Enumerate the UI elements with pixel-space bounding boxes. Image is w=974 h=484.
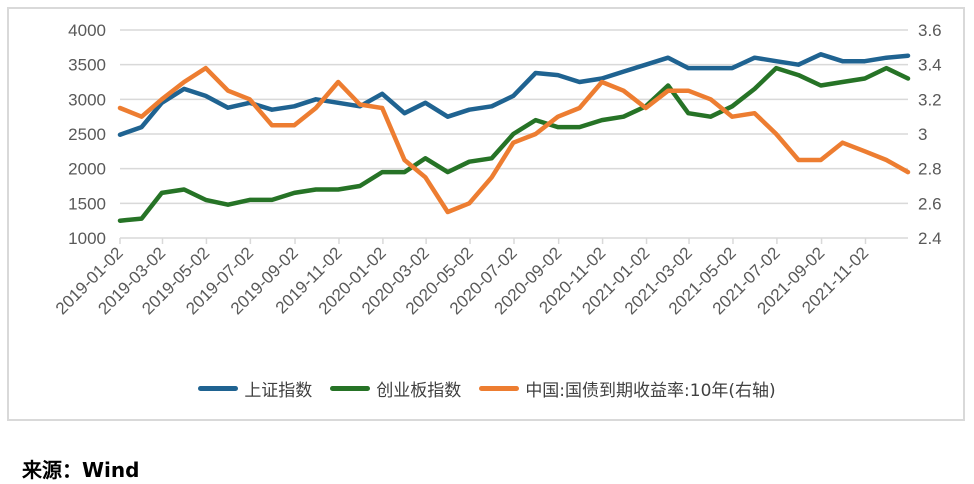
series-line-1 — [117, 65, 911, 223]
legend-label: 创业板指数 — [376, 381, 462, 401]
chart-frame — [7, 7, 965, 421]
legend: 上证指数 创业板指数 中国:国债到期收益率:10年(右轴) — [0, 376, 974, 401]
series-line-2 — [117, 65, 911, 215]
y-right-tick-label: 2.6 — [918, 194, 942, 213]
legend-item-sse: 上证指数 — [198, 376, 312, 401]
legend-swatch — [479, 386, 520, 391]
series-line-0 — [117, 52, 911, 137]
y-right-tick-label: 3.4 — [918, 56, 942, 75]
y-left-tick-label: 4000 — [68, 21, 106, 40]
y-right-tick-label: 2.8 — [918, 160, 942, 179]
y-left-tick-label: 1000 — [68, 229, 106, 248]
y-left-tick-label: 2500 — [68, 125, 106, 144]
legend-item-yield: 中国:国债到期收益率:10年(右轴) — [479, 376, 776, 401]
line-chart: 1000 1500 2000 2500 3000 3500 4000 2.4 2.6 2.8 3 3.… — [52, 21, 942, 318]
legend-swatch — [198, 386, 239, 391]
source-note: 来源：Wind — [22, 458, 140, 482]
legend-item-chinext: 创业板指数 — [330, 376, 461, 401]
y-right-tick-label: 3.2 — [918, 90, 942, 109]
y-right-tick-label: 3 — [918, 125, 927, 144]
legend-label: 上证指数 — [244, 381, 313, 401]
y-left-tick-label: 1500 — [68, 194, 106, 213]
y-left-tick-label: 2000 — [68, 160, 106, 179]
y-left-tick-label: 3000 — [68, 90, 106, 109]
y-right-tick-label: 3.6 — [918, 21, 942, 40]
legend-swatch — [330, 386, 371, 391]
y-left-tick-label: 3500 — [68, 56, 106, 75]
y-right-tick-label: 2.4 — [918, 229, 942, 248]
legend-label: 中国:国债到期收益率:10年(右轴) — [525, 381, 776, 401]
